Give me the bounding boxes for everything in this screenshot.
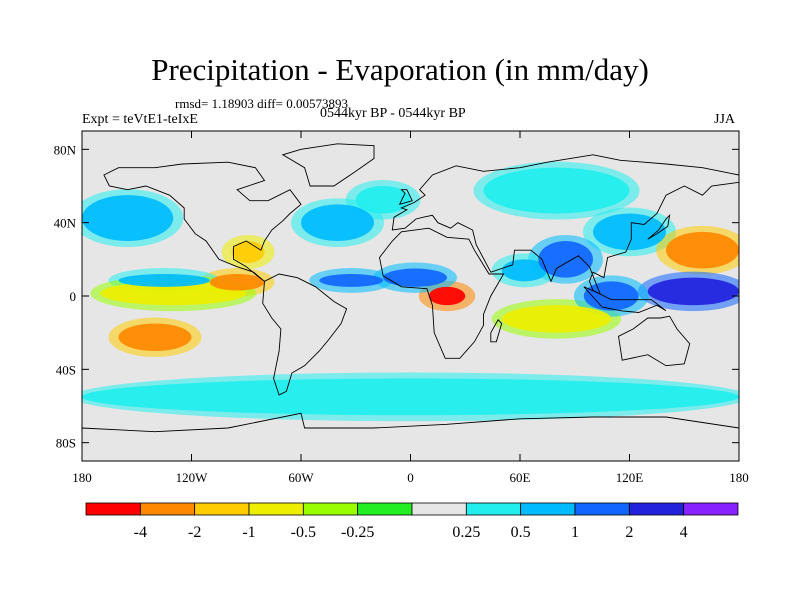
field-region: [538, 241, 593, 278]
field-region: [593, 213, 666, 251]
field-region: [82, 378, 739, 416]
colorbar-label: 1: [571, 524, 579, 541]
field-region: [501, 259, 548, 282]
y-tick-label: 40S: [56, 362, 76, 377]
y-tick-label: 0: [70, 289, 77, 304]
field-region: [647, 277, 739, 306]
stats-label: rmsd= 1.18903 diff= 0.00573893: [175, 96, 348, 111]
x-tick-label: 60W: [288, 470, 314, 485]
colorbar: -4 -2 -1 -0.5 -0.25 0.25 0.5 1 2 4: [85, 502, 739, 541]
coastline-japan: [647, 213, 671, 240]
field-region: [383, 268, 447, 287]
colorbar-swatch: [411, 502, 467, 516]
field-region: [82, 195, 174, 241]
colorbar-label: 4: [680, 524, 688, 541]
coastline-australia: [618, 315, 691, 367]
coastlines: [82, 143, 739, 461]
coastline-antarctica: [82, 412, 739, 461]
colorbar-label: 0.25: [452, 524, 480, 541]
chart-title: Precipitation - Evaporation (in mm/day): [151, 52, 649, 87]
x-tick-label: 180: [729, 470, 749, 485]
period-label: 0544kyr BP - 0544kyr BP: [320, 106, 466, 121]
field-region: [355, 186, 411, 214]
colorbar-label: -2: [188, 524, 201, 541]
field-region: [583, 281, 639, 311]
colorbar-swatch: [465, 502, 522, 516]
colorbar-swatch: [139, 502, 196, 516]
field-region: [209, 274, 265, 291]
colorbar-label: 0.5: [511, 524, 531, 541]
x-tick-label: 0: [407, 470, 414, 485]
colorbar-swatch: [85, 502, 141, 516]
field-region: [319, 274, 384, 287]
field-region: [483, 167, 630, 214]
axis-ticks: 180 120W 60W 0 60E 120E 180 80N 40N 0 40S 80S: [54, 131, 749, 485]
colorbar-swatch: [628, 502, 685, 516]
coastline-south-america: [262, 273, 348, 396]
colorbar-swatch: [683, 502, 739, 516]
colorbar-label: -4: [134, 524, 147, 541]
field-region: [428, 286, 466, 306]
x-tick-label: 120E: [616, 470, 644, 485]
colorbar-swatch: [248, 502, 304, 516]
season-label: JJA: [714, 112, 736, 127]
colorbar-label: 2: [625, 524, 633, 541]
field-region: [231, 241, 265, 263]
colorbar-label: -0.5: [291, 524, 316, 541]
field-region: [501, 305, 612, 333]
coastline-indonesia: [583, 286, 667, 313]
y-tick-label: 40N: [54, 216, 77, 231]
x-tick-label: 180: [72, 470, 92, 485]
colorbar-swatch: [520, 502, 576, 516]
colorbar-swatch: [357, 502, 413, 516]
coastline-uk: [398, 189, 413, 206]
colorbar-label: -1: [242, 524, 255, 541]
field-region: [666, 231, 739, 269]
y-tick-label: 80S: [56, 436, 76, 451]
colorbar-swatch: [574, 502, 630, 516]
experiment-label: Expt = teVtE1-teIxE: [82, 112, 198, 127]
field-region: [118, 274, 210, 287]
colorbar-label: -0.25: [341, 524, 374, 541]
field-region: [301, 204, 374, 242]
coastline-africa: [379, 227, 505, 359]
coastline-eurasia: [391, 154, 739, 296]
x-tick-label: 120W: [176, 470, 209, 485]
field-region: [100, 281, 247, 306]
colorbar-swatch: [194, 502, 250, 516]
coastline-madagascar: [490, 319, 503, 343]
coastline-greenland: [281, 143, 375, 187]
y-tick-label: 80N: [54, 142, 77, 157]
field-region: [118, 323, 192, 351]
x-tick-label: 60E: [510, 470, 531, 485]
colorbar-swatch: [302, 502, 359, 516]
coastline-north-america: [103, 161, 302, 282]
